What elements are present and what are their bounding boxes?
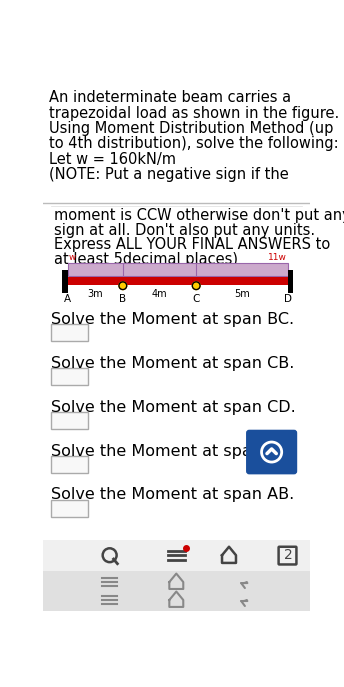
Text: trapezoidal load as shown in the figure.: trapezoidal load as shown in the figure. [49, 106, 340, 120]
Text: 2: 2 [283, 548, 292, 562]
Bar [51, 499, 88, 517]
Text: w: w [68, 253, 76, 262]
Text: <: < [55, 545, 74, 565]
Text: An indeterminate beam carries a: An indeterminate beam carries a [49, 90, 291, 105]
Circle shape [119, 282, 127, 289]
Bar [51, 456, 88, 473]
Text: (NOTE: Put a negative sign if the: (NOTE: Put a negative sign if the [49, 167, 289, 182]
Bar [43, 540, 310, 571]
FancyBboxPatch shape [279, 547, 297, 565]
Bar [68, 278, 288, 285]
Text: 3m: 3m [87, 289, 103, 299]
Text: to 4th distribution), solve the following:: to 4th distribution), solve the followin… [49, 136, 339, 151]
Text: Express ALL YOUR FINAL ANSWERS to: Express ALL YOUR FINAL ANSWERS to [54, 237, 330, 252]
Text: Solve the Moment at span CD.: Solve the Moment at span CD. [51, 400, 295, 415]
Bar [288, 269, 293, 293]
Bar [68, 263, 288, 276]
Text: B: B [119, 294, 126, 304]
Text: C: C [193, 294, 200, 304]
Text: 5m: 5m [234, 289, 250, 299]
Text: Solve the Moment at span DC.: Solve the Moment at span DC. [51, 444, 295, 458]
Text: Using Moment Distribution Method (up: Using Moment Distribution Method (up [49, 121, 334, 136]
Bar [43, 571, 310, 611]
Bar [51, 412, 88, 429]
FancyBboxPatch shape [246, 429, 297, 474]
Text: 4m: 4m [152, 289, 167, 299]
Circle shape [192, 282, 200, 289]
Text: A: A [64, 294, 71, 304]
Text: at least 5decimal places): at least 5decimal places) [54, 252, 238, 267]
Text: moment is CCW otherwise don't put any: moment is CCW otherwise don't put any [54, 208, 344, 223]
Text: Solve the Moment at span AB.: Solve the Moment at span AB. [51, 488, 294, 502]
Text: 11w: 11w [268, 253, 287, 262]
Text: D: D [284, 294, 292, 304]
Bar [51, 368, 88, 385]
Text: Let w = 160kN/m: Let w = 160kN/m [49, 152, 176, 167]
Text: Solve the Moment at span BC.: Solve the Moment at span BC. [51, 312, 294, 327]
Bar [62, 269, 68, 293]
Text: Solve the Moment at span CB.: Solve the Moment at span CB. [51, 356, 294, 371]
Text: sign at all. Don't also put any units.: sign at all. Don't also put any units. [54, 223, 315, 238]
Bar [51, 324, 88, 341]
